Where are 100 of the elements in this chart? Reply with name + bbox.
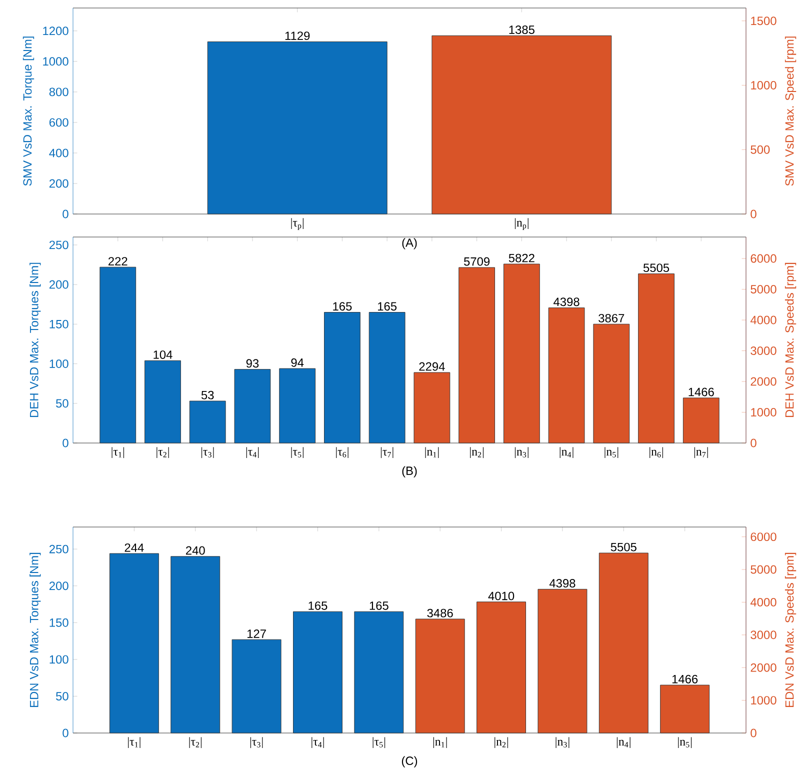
x-axis-title: (C) [402,756,418,768]
y-tick-label: 200 [49,582,68,590]
y-tick-label: 1000 [43,57,68,66]
data-label: 244 [124,543,144,552]
x-tick-label: |τ$_{7}$| [380,447,394,458]
y2-axis-title: SMV VsD Max. Speed [rpm] [784,36,796,186]
bar [638,273,674,444]
data-label: 5709 [464,257,490,266]
data-label: 53 [201,390,214,400]
x-tick-label: |τ$_{1}$| [112,447,124,458]
y-tick-label: 100 [50,360,68,368]
x-tick-label: |τ$_{5}$| [372,737,386,748]
x-tick-label: |n$_{1}$| [425,447,439,458]
data-label: 3486 [427,608,453,618]
y2-tick-label: 0 [750,210,756,218]
x-tick-label: |n$_{5}$| [604,447,618,458]
bar [279,368,316,444]
bar [354,611,404,734]
x-tick-label: |τ$_{p}$| [291,218,304,230]
x-axis-title: (B) [402,466,417,478]
y2-tick-label: 6000 [750,532,776,542]
y-tick-label: 600 [49,118,68,127]
x-tick-label: |τ$_{6}$| [336,447,348,458]
y-tick-label: 200 [49,179,68,188]
data-label: 1129 [285,32,310,40]
x-tick-label: |τ$_{3}$| [250,737,263,748]
data-label: 1466 [672,674,698,684]
y2-tick-label: 1000 [751,408,776,416]
data-label: 94 [291,358,304,367]
y-tick-label: 0 [62,210,68,218]
y2-tick-label: 3000 [750,630,776,640]
x-tick-label: |n$_{7}$| [694,447,708,458]
x-tick-label: |n$_{1}$| [433,737,447,748]
data-label: 127 [247,630,266,638]
data-label: 4398 [554,298,580,306]
x-tick-label: |n$_{2}$| [470,447,484,458]
data-label: 93 [246,359,259,368]
data-label: 4398 [549,579,576,588]
x-tick-label: |τ$_{1}$| [128,737,140,748]
x-tick-label: |τ$_{2}$| [189,737,202,748]
bar [598,552,648,734]
bar [660,684,710,734]
bar [232,639,282,734]
x-tick-label: |n$_{4}$| [616,737,630,748]
y2-tick-label: 2000 [750,663,776,672]
x-tick-label: |τ$_{5}$| [291,447,304,458]
bar [170,556,220,734]
data-label: 165 [333,302,352,311]
x-tick-label: |n$_{2}$| [494,737,508,748]
data-label: 240 [186,546,205,555]
bar [368,312,406,444]
x-tick-label: |τ$_{2}$| [156,447,169,458]
bar [682,398,720,444]
data-label: 1385 [509,26,534,34]
bar [100,266,136,444]
data-label: 5822 [508,254,534,262]
y-tick-label: 250 [49,240,68,250]
y-tick-label: 50 [56,692,68,700]
y2-tick-label: 4000 [750,598,776,606]
data-label: 165 [378,302,397,311]
x-tick-label: |τ$_{4}$| [312,737,324,748]
bar [476,602,526,734]
y2-tick-label: 6000 [750,254,776,263]
y2-tick-label: 500 [750,145,770,154]
y2-tick-label: 1000 [751,81,776,90]
bar [414,372,450,444]
data-label: 104 [154,350,172,359]
data-label: 165 [308,601,328,610]
bar [593,324,630,444]
y2-tick-label: 0 [750,438,756,448]
y-axis-title: EDN VsD Max. Torques [Nm] [30,552,41,707]
bar [109,553,159,734]
y2-tick-label: 5000 [750,285,776,294]
y-tick-label: 0 [62,438,68,448]
data-label: 3867 [598,314,624,322]
y2-tick-label: 1000 [751,696,776,705]
y-tick-label: 1200 [43,26,68,36]
y-tick-label: 100 [50,655,68,664]
y2-tick-label: 5000 [750,565,776,574]
y2-tick-label: 1500 [751,16,776,26]
data-label: 5505 [643,264,670,272]
bar [548,308,585,444]
y-tick-label: 0 [62,728,68,738]
bar [538,588,588,734]
x-tick-label: |n$_{4}$| [560,447,574,458]
y-tick-label: 400 [49,148,68,158]
y-tick-label: 250 [49,544,68,554]
x-tick-label: |τ$_{3}$| [201,447,214,458]
data-label: 1466 [688,388,714,396]
x-tick-label: |n$_{p}$| [514,218,528,230]
y-tick-label: 50 [56,399,68,408]
data-label: 5505 [610,542,636,552]
bar [503,264,540,444]
y-tick-label: 150 [50,618,68,627]
x-tick-label: |n$_{3}$| [514,447,528,458]
bar [144,360,181,444]
x-axis-title: (A) [402,238,417,250]
data-label: 222 [108,257,128,266]
y-axis-title: DEH VsD Max. Torques [Nm] [30,262,41,417]
bar [189,400,226,444]
